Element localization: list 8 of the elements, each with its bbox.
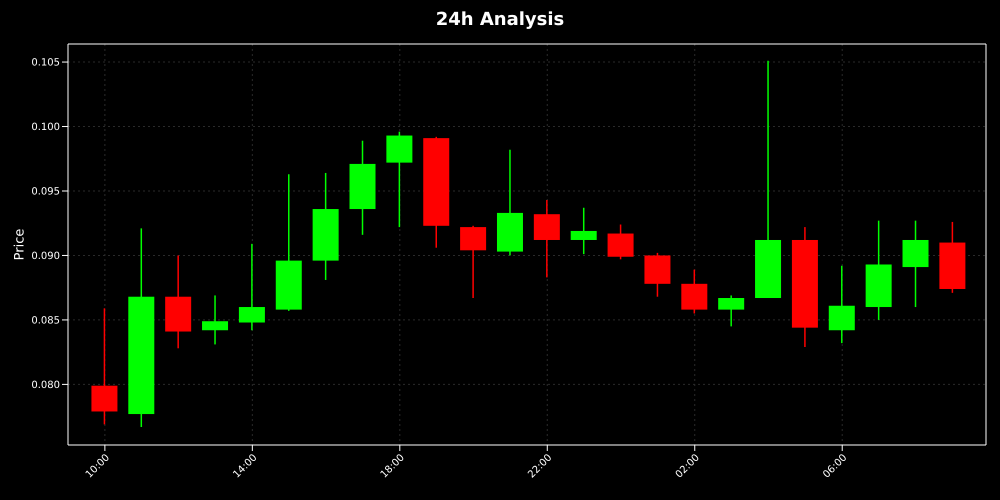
y-tick-label: 0.085 — [31, 315, 60, 326]
chart-title: 24h Analysis — [434, 8, 566, 32]
y-tick-label: 0.100 — [31, 122, 60, 134]
y-tick-label: 0.080 — [31, 380, 60, 391]
y-tick-label: 0.105 — [31, 58, 60, 69]
y-axis-title: Price — [12, 228, 28, 260]
y-tick-label: 0.090 — [31, 251, 60, 262]
y-tick-label: 0.095 — [31, 186, 60, 198]
